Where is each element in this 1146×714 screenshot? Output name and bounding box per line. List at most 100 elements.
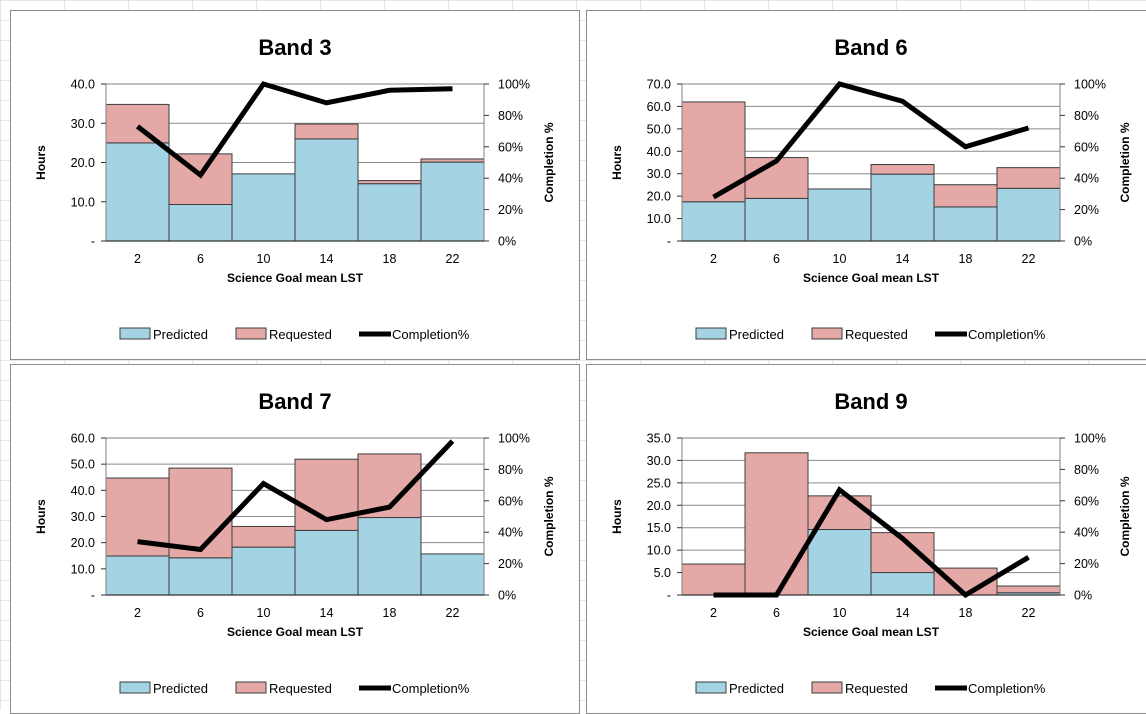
y-tick-label: 30.0 — [647, 454, 671, 468]
bar-predicted — [168, 203, 233, 242]
bar-predicted — [807, 188, 872, 242]
legend-swatch-requested — [811, 681, 843, 694]
x-tick-label: 2 — [710, 252, 717, 266]
completion-line — [712, 81, 1030, 200]
y-tick-label: 60.0 — [647, 100, 671, 114]
y2-tick-label: 0% — [1074, 235, 1092, 249]
y2-tick-label: 80% — [1074, 109, 1099, 123]
x-tick-label: 6 — [197, 252, 204, 266]
x-tick-label: 22 — [1022, 606, 1036, 620]
x-tick-label: 14 — [320, 252, 334, 266]
x-tick-label: 22 — [446, 252, 460, 266]
chart-svg: Band 7 2 6 10 14 18 22 - 10.0 20.0 30.0 40.0 50.0 60.… — [34, 389, 556, 696]
legend-label-predicted: Predicted — [153, 327, 208, 342]
legend-swatch-predicted — [119, 681, 151, 694]
y-tick-label: 30.0 — [71, 510, 95, 524]
y-tick-label: - — [667, 589, 671, 603]
x-tick-label: 18 — [383, 252, 397, 266]
x-tick-label: 18 — [959, 606, 973, 620]
y-tick-label: 10.0 — [71, 195, 95, 209]
y-tick-label: - — [91, 235, 95, 249]
bar-predicted — [357, 517, 422, 596]
y2-tick-label: 100% — [1074, 78, 1106, 92]
x-tick-label: 18 — [959, 252, 973, 266]
y2-tick-label: 60% — [498, 140, 523, 154]
bar-requested — [168, 467, 233, 559]
y-tick-label: 50.0 — [647, 122, 671, 136]
y-tick-label: 20.0 — [647, 190, 671, 204]
chart-svg: Band 9 2 6 10 14 18 22 - 5.0 10.0 15.0 20.0 25.0 30.0… — [610, 389, 1132, 696]
y2-tick-label: 100% — [1074, 432, 1106, 446]
y-tick-label: 10.0 — [71, 562, 95, 576]
y-tick-label: 10.0 — [647, 544, 671, 558]
x-tick-label: 6 — [773, 252, 780, 266]
bar-requested — [231, 525, 296, 548]
chart-band-6[interactable]: Band 6 2 6 10 14 18 22 - 10.0 20.0 30.0 40.0 50.0 60.… — [586, 10, 1146, 360]
bar-predicted — [168, 557, 233, 596]
x-tick-label: 14 — [896, 606, 910, 620]
y2-axis-title: Completion % — [542, 476, 556, 556]
bar-requested — [996, 585, 1061, 594]
bar-predicted — [996, 187, 1061, 242]
chart-title: Band 3 — [258, 35, 331, 60]
chart-band-7[interactable]: Band 7 2 6 10 14 18 22 - 10.0 20.0 30.0 40.0 50.0 60.… — [10, 364, 580, 714]
chart-band-3[interactable]: Band 3 2 6 10 14 18 22 - 10.0 20.0 30.0 40.0 0% 20% 40… — [10, 10, 580, 360]
y-tick-label: 40.0 — [647, 145, 671, 159]
bar-predicted — [231, 546, 296, 596]
legend-swatch-requested — [235, 681, 267, 694]
y2-tick-label: 80% — [498, 463, 523, 477]
x-tick-label: 10 — [257, 252, 271, 266]
chart-band-9[interactable]: Band 9 2 6 10 14 18 22 - 5.0 10.0 15.0 20.0 25.0 30.0… — [586, 364, 1146, 714]
y2-tick-label: 0% — [498, 235, 516, 249]
completion-line — [137, 439, 455, 553]
legend-label-completion: Completion% — [392, 327, 470, 342]
y2-tick-label: 100% — [498, 432, 530, 446]
bar-predicted — [105, 142, 170, 242]
y2-tick-label: 40% — [1074, 526, 1099, 540]
x-tick-label: 22 — [1022, 252, 1036, 266]
x-tick-label: 10 — [833, 252, 847, 266]
bar-requested — [870, 164, 935, 175]
x-axis-title: Science Goal mean LST — [803, 625, 940, 639]
x-tick-label: 2 — [134, 252, 141, 266]
y-tick-label: 50.0 — [71, 458, 95, 472]
legend-label-completion: Completion% — [392, 681, 470, 696]
y-tick-label: 30.0 — [647, 167, 671, 181]
y-tick-label: 30.0 — [71, 117, 95, 131]
y-tick-label: 5.0 — [654, 566, 671, 580]
legend-swatch-predicted — [119, 327, 151, 340]
legend-label-completion: Completion% — [968, 681, 1046, 696]
y2-tick-label: 60% — [498, 494, 523, 508]
bar-predicted — [870, 173, 935, 242]
y2-tick-label: 80% — [1074, 463, 1099, 477]
bar-requested — [681, 563, 746, 596]
bar-predicted — [681, 201, 746, 242]
bar-requested — [168, 153, 233, 205]
bar-predicted — [105, 555, 170, 596]
chart-svg: Band 3 2 6 10 14 18 22 - 10.0 20.0 30.0 40.0 0% 20% 40… — [34, 35, 556, 342]
y-tick-label: 15.0 — [647, 521, 671, 535]
bar-predicted — [807, 529, 872, 596]
x-axis-title: Science Goal mean LST — [227, 625, 364, 639]
chart-title: Band 6 — [834, 35, 907, 60]
bar-requested — [105, 103, 170, 144]
legend-swatch-predicted — [695, 681, 727, 694]
x-tick-label: 2 — [134, 606, 141, 620]
y-axis-title: Hours — [34, 499, 48, 534]
y-axis-title: Hours — [610, 145, 624, 180]
bar-predicted — [231, 173, 296, 242]
chart-title: Band 7 — [258, 389, 331, 414]
bar-requested — [933, 184, 998, 208]
x-tick-label: 14 — [896, 252, 910, 266]
y2-tick-label: 0% — [498, 589, 516, 603]
legend-label-requested: Requested — [845, 327, 908, 342]
y2-tick-label: 20% — [498, 557, 523, 571]
y2-tick-label: 80% — [498, 109, 523, 123]
x-axis-title: Science Goal mean LST — [803, 271, 940, 285]
y2-tick-label: 60% — [1074, 494, 1099, 508]
x-tick-label: 10 — [833, 606, 847, 620]
y2-axis-title: Completion % — [542, 122, 556, 202]
completion-line — [135, 81, 453, 179]
x-axis-title: Science Goal mean LST — [227, 271, 364, 285]
bar-requested — [744, 452, 809, 596]
